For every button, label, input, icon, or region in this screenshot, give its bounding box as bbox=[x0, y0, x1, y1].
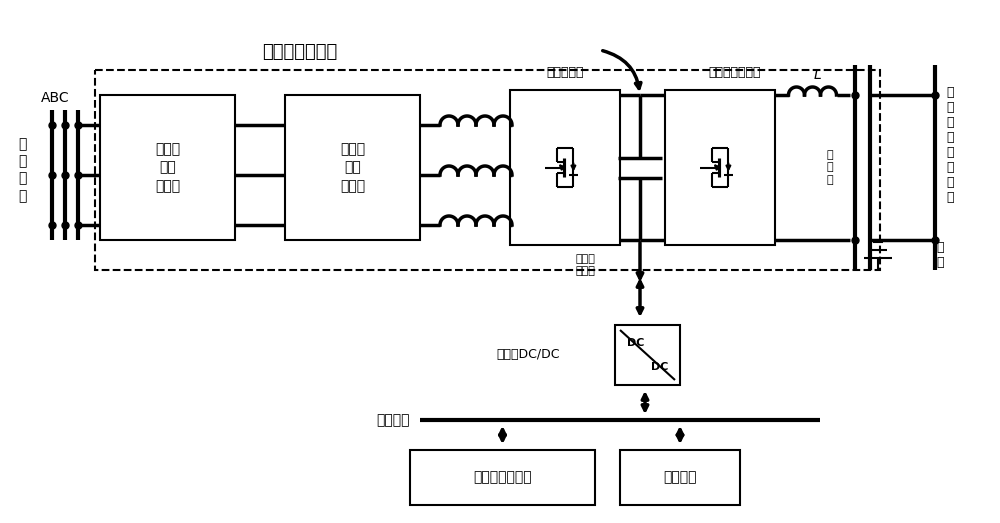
Bar bbox=[285, 95, 420, 240]
Text: DC: DC bbox=[651, 362, 668, 372]
Text: 新能源发电系统: 新能源发电系统 bbox=[473, 471, 532, 484]
Text: 单相级联逆变器: 单相级联逆变器 bbox=[709, 66, 761, 79]
Bar bbox=[510, 90, 620, 245]
Bar bbox=[95, 70, 880, 270]
Text: 隔离型DC/DC: 隔离型DC/DC bbox=[496, 348, 560, 361]
Text: 新能源
接入点: 新能源 接入点 bbox=[575, 254, 595, 276]
Text: 三相整流器: 三相整流器 bbox=[546, 66, 584, 79]
Bar bbox=[410, 450, 595, 505]
Text: 储能系统: 储能系统 bbox=[663, 471, 697, 484]
Text: 多绕组
降压
变压器: 多绕组 降压 变压器 bbox=[340, 142, 365, 193]
Text: L: L bbox=[814, 68, 821, 82]
Text: 三
相
电
网: 三 相 电 网 bbox=[18, 137, 26, 203]
Bar bbox=[615, 325, 680, 385]
Text: 单
相
牵
引
供
电
网
络: 单 相 牵 引 供 电 网 络 bbox=[946, 86, 954, 204]
Text: 牵
引
网: 牵 引 网 bbox=[827, 150, 833, 185]
Bar bbox=[665, 90, 775, 245]
Bar bbox=[100, 95, 235, 240]
Text: 钢
轨: 钢 轨 bbox=[936, 241, 944, 269]
Bar bbox=[620, 450, 740, 505]
Text: 直流母线: 直流母线 bbox=[376, 413, 410, 427]
Text: DC: DC bbox=[627, 338, 644, 348]
Text: 节能型
牵引
变压器: 节能型 牵引 变压器 bbox=[155, 142, 180, 193]
Text: ABC: ABC bbox=[41, 91, 69, 105]
Text: 柔性牵引变压器: 柔性牵引变压器 bbox=[262, 43, 338, 61]
